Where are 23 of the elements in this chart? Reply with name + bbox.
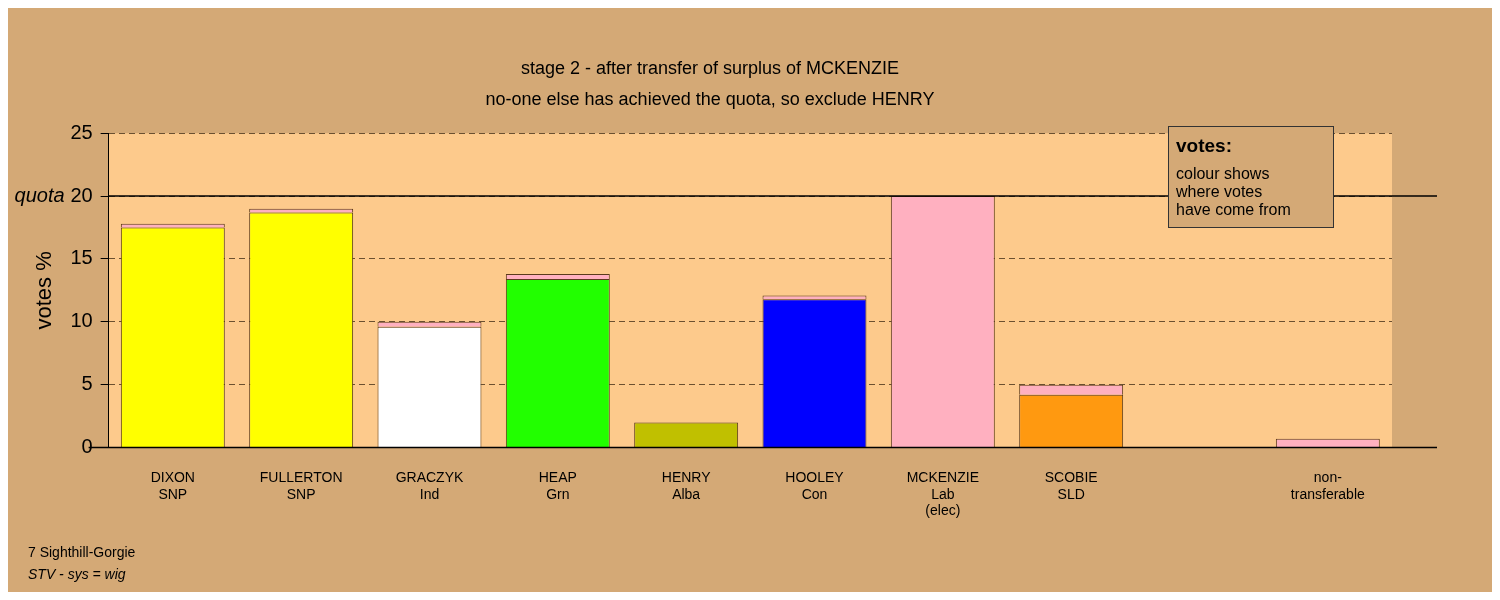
annotation: colour shows where votes have come from: [1176, 165, 1292, 219]
y-tick-label: 10: [70, 309, 93, 332]
y-tick-label: 25: [70, 120, 93, 143]
y-tick-label: 20: [70, 183, 93, 206]
text: 7 Sighthill-Gorgie: [28, 544, 136, 560]
chart-title: stage 2 - after transfer of surplus of MCKENZIE: [520, 57, 900, 78]
x-tick-label: HEAP Grn: [538, 468, 577, 502]
text: STV - sys = wig: [28, 566, 126, 582]
y-tick-label: 0: [81, 435, 93, 458]
y-tick-label: 15: [70, 246, 93, 269]
ref-line-label: quota: [14, 183, 65, 206]
x-tick-label: HOOLEY Con: [785, 468, 845, 502]
x-tick-label: HENRY Alba: [661, 468, 712, 502]
x-tick-label: GRACZYK Ind: [395, 468, 464, 502]
x-tick-label: FULLERTON SNP: [259, 468, 343, 502]
x-tick-label: DIXON SNP: [150, 468, 195, 502]
annotation: votes:: [1176, 135, 1233, 157]
x-tick-label: SCOBIE SLD: [1044, 468, 1098, 502]
y-tick-label: 5: [81, 372, 93, 395]
x-tick-label: MCKENZIE Lab (elec): [906, 468, 979, 519]
y-axis-title: votes %: [31, 251, 57, 330]
x-tick-label: non- transferable: [1290, 468, 1366, 502]
chart-subtitle: no-one else has achieved the quota, so exclude HENRY: [485, 89, 935, 110]
